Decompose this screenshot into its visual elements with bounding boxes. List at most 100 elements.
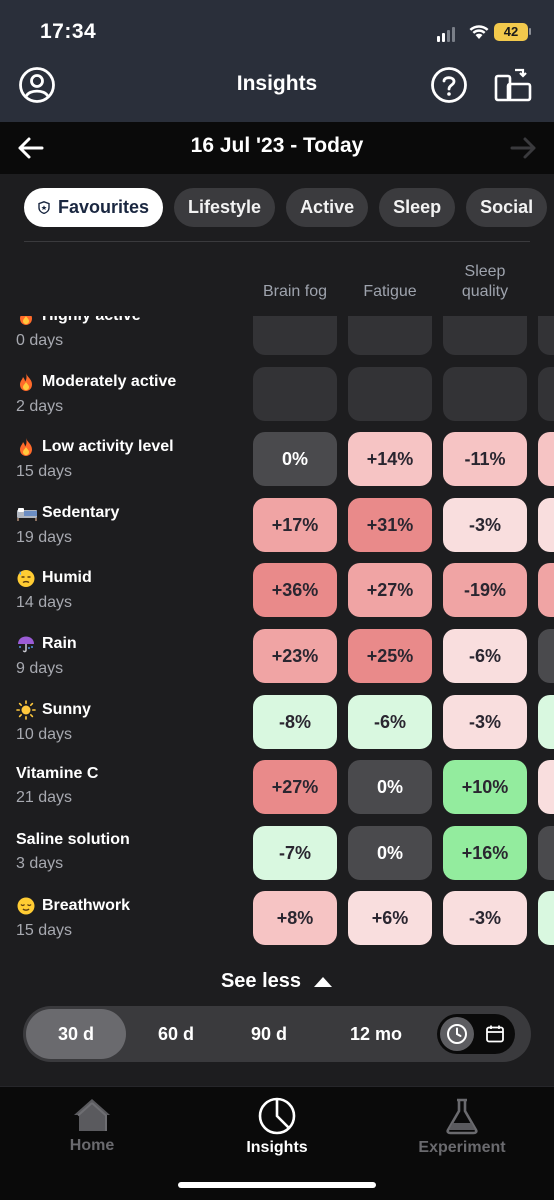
cell-breathwork-sleep-quality[interactable]: -3% bbox=[443, 891, 527, 945]
flask-icon bbox=[446, 1098, 478, 1135]
row-name-text: Vitamine C bbox=[16, 765, 99, 782]
row-name-text: Highly active bbox=[42, 316, 141, 325]
row-name-text: Moderately active bbox=[42, 373, 177, 390]
cell-sunny-next-column[interactable] bbox=[538, 695, 554, 749]
cell-breathwork-brain-fog[interactable]: +8% bbox=[253, 891, 337, 945]
cell-vitamine-c-next-column[interactable] bbox=[538, 760, 554, 814]
row-label-moderately-active[interactable]: Moderately active 2 days bbox=[16, 372, 176, 416]
row-name-text: Sunny bbox=[42, 701, 91, 718]
row-label-breathwork[interactable]: Breathwork 15 days bbox=[16, 896, 130, 940]
filter-favourites[interactable]: Favourites bbox=[24, 188, 164, 227]
home-icon bbox=[74, 1099, 110, 1131]
see-less-label: See less bbox=[220, 970, 302, 992]
row-label-vitamine-c[interactable]: Vitamine C 21 days bbox=[16, 765, 98, 807]
tab-experiment[interactable]: Experiment bbox=[392, 1097, 532, 1157]
cell-sunny-fatigue[interactable]: -6% bbox=[348, 695, 432, 749]
row-name: Low activity level bbox=[16, 437, 174, 457]
cell-highly-active-next-column[interactable] bbox=[538, 316, 554, 355]
cell-sedentary-next-column[interactable] bbox=[538, 498, 554, 552]
cell-humid-sleep-quality[interactable]: -19% bbox=[443, 563, 527, 617]
cell-low-activity-level-next-column[interactable] bbox=[538, 432, 554, 486]
tab-home[interactable]: Home bbox=[22, 1097, 162, 1155]
cell-low-activity-level-fatigue[interactable]: +14% bbox=[348, 432, 432, 486]
cell-rain-sleep-quality[interactable]: -6% bbox=[443, 629, 527, 683]
app-header: Insights bbox=[0, 62, 554, 122]
cell-highly-active-brain-fog[interactable] bbox=[253, 316, 337, 355]
tab-label: Home bbox=[69, 1137, 115, 1154]
cell-rain-brain-fog[interactable]: +23% bbox=[253, 629, 337, 683]
filter-label: Lifestyle bbox=[188, 197, 262, 217]
sun-icon bbox=[16, 700, 36, 720]
calendar-mode-button[interactable] bbox=[478, 1017, 512, 1051]
cell-highly-active-sleep-quality[interactable] bbox=[443, 316, 527, 355]
row-label-highly-active[interactable]: Highly active 0 days bbox=[16, 316, 141, 350]
cell-sunny-sleep-quality[interactable]: -3% bbox=[443, 695, 527, 749]
range-30d[interactable]: 30 d bbox=[26, 1009, 126, 1059]
cell-rain-fatigue[interactable]: +25% bbox=[348, 629, 432, 683]
cell-rain-next-column[interactable] bbox=[538, 629, 554, 683]
row-label-sedentary[interactable]: Sedentary 19 days bbox=[16, 503, 119, 547]
filter-lifestyle[interactable]: Lifestyle bbox=[174, 188, 276, 227]
profile-icon[interactable] bbox=[18, 66, 56, 104]
cell-moderately-active-brain-fog[interactable] bbox=[253, 367, 337, 421]
filter-sleep[interactable]: Sleep bbox=[379, 188, 456, 227]
cell-breathwork-fatigue[interactable]: +6% bbox=[348, 891, 432, 945]
umbrella-rain-icon bbox=[16, 634, 36, 654]
cell-saline-solution-next-column[interactable] bbox=[538, 826, 554, 880]
cell-moderately-active-sleep-quality[interactable] bbox=[443, 367, 527, 421]
devices-icon[interactable] bbox=[493, 66, 533, 104]
row-name: Highly active bbox=[16, 316, 141, 326]
shield-badge-icon bbox=[38, 201, 50, 214]
cell-humid-next-column[interactable] bbox=[538, 563, 554, 617]
row-days: 14 days bbox=[16, 594, 73, 611]
row-name-text: Sedentary bbox=[42, 504, 120, 521]
back-arrow-icon[interactable] bbox=[16, 136, 44, 160]
filter-label: Favourites bbox=[58, 197, 150, 217]
range-60d[interactable]: 60 d bbox=[157, 1023, 195, 1044]
range-90d[interactable]: 90 d bbox=[250, 1023, 288, 1044]
page-title: Insights bbox=[236, 72, 318, 95]
cell-humid-brain-fog[interactable]: +36% bbox=[253, 563, 337, 617]
pie-chart-icon bbox=[258, 1097, 296, 1135]
row-label-sunny[interactable]: Sunny 10 days bbox=[16, 700, 91, 744]
clock-mode-button[interactable] bbox=[440, 1017, 474, 1051]
cell-humid-fatigue[interactable]: +27% bbox=[348, 563, 432, 617]
cell-vitamine-c-fatigue[interactable]: 0% bbox=[348, 760, 432, 814]
row-name-text: Rain bbox=[42, 635, 77, 652]
cell-sedentary-fatigue[interactable]: +31% bbox=[348, 498, 432, 552]
filter-active[interactable]: Active bbox=[286, 188, 369, 227]
row-label-saline-solution[interactable]: Saline solution 3 days bbox=[16, 831, 130, 873]
row-name-text: Saline solution bbox=[16, 831, 130, 848]
row-days: 15 days bbox=[16, 922, 73, 939]
cell-moderately-active-fatigue[interactable] bbox=[348, 367, 432, 421]
cell-low-activity-level-brain-fog[interactable]: 0% bbox=[253, 432, 337, 486]
cell-sedentary-sleep-quality[interactable]: -3% bbox=[443, 498, 527, 552]
tab-insights[interactable]: Insights bbox=[207, 1097, 347, 1157]
cell-vitamine-c-brain-fog[interactable]: +27% bbox=[253, 760, 337, 814]
cell-saline-solution-brain-fog[interactable]: -7% bbox=[253, 826, 337, 880]
sweat-face-icon bbox=[16, 568, 36, 588]
date-range-label: 16 Jul '23 - Today bbox=[190, 134, 364, 157]
column-header-fatigue: Fatigue bbox=[363, 283, 417, 300]
range-12mo[interactable]: 12 mo bbox=[349, 1023, 403, 1044]
cell-highly-active-fatigue[interactable] bbox=[348, 316, 432, 355]
cell-moderately-active-next-column[interactable] bbox=[538, 367, 554, 421]
clock-icon bbox=[447, 1024, 467, 1044]
cell-sunny-brain-fog[interactable]: -8% bbox=[253, 695, 337, 749]
row-days: 9 days bbox=[16, 660, 64, 677]
cell-breathwork-next-column[interactable] bbox=[538, 891, 554, 945]
filter-social[interactable]: Social bbox=[466, 188, 548, 227]
row-label-low-activity-level[interactable]: Low activity level 15 days bbox=[16, 437, 174, 481]
filter-label: Social bbox=[480, 197, 534, 217]
help-icon[interactable] bbox=[430, 66, 468, 104]
forward-arrow-icon[interactable] bbox=[510, 136, 538, 160]
row-label-rain[interactable]: Rain 9 days bbox=[16, 634, 77, 678]
cell-low-activity-level-sleep-quality[interactable]: -11% bbox=[443, 432, 527, 486]
cell-saline-solution-sleep-quality[interactable]: +16% bbox=[443, 826, 527, 880]
row-label-humid[interactable]: Humid 14 days bbox=[16, 568, 92, 612]
cell-vitamine-c-sleep-quality[interactable]: +10% bbox=[443, 760, 527, 814]
cell-saline-solution-fatigue[interactable]: 0% bbox=[348, 826, 432, 880]
cell-sedentary-brain-fog[interactable]: +17% bbox=[253, 498, 337, 552]
see-less-button[interactable]: See less bbox=[0, 970, 554, 993]
calendar-icon bbox=[486, 1025, 504, 1043]
